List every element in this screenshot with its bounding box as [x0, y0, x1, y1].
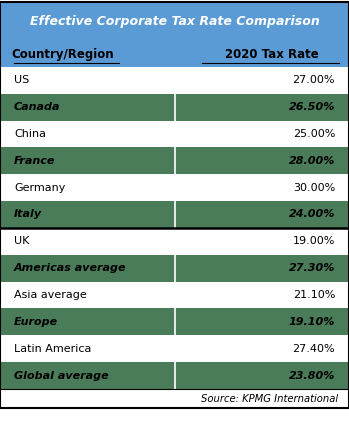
Bar [174, 308, 349, 335]
Bar [0, 174, 349, 201]
Bar [0, 335, 349, 362]
Bar [0, 201, 174, 228]
Text: 23.80%: 23.80% [289, 371, 335, 380]
Bar [0, 362, 174, 389]
Text: China: China [14, 129, 46, 139]
Text: 27.30%: 27.30% [289, 263, 335, 273]
Text: Latin America: Latin America [14, 344, 91, 354]
Bar [0, 2, 349, 41]
Text: 19.10%: 19.10% [289, 317, 335, 327]
Bar [0, 67, 349, 94]
Text: US: US [14, 75, 29, 85]
Text: France: France [14, 156, 55, 166]
Text: 28.00%: 28.00% [289, 156, 335, 166]
Text: Global average: Global average [14, 371, 109, 380]
Text: Asia average: Asia average [14, 290, 87, 300]
Text: 27.40%: 27.40% [292, 344, 335, 354]
Bar [0, 228, 349, 255]
Bar [0, 255, 174, 282]
Text: 2020 Tax Rate: 2020 Tax Rate [225, 48, 319, 60]
Bar [0, 41, 349, 67]
Text: 30.00%: 30.00% [293, 183, 335, 193]
Text: UK: UK [14, 236, 29, 246]
Bar [0, 308, 174, 335]
Text: Canada: Canada [14, 102, 60, 112]
Text: 24.00%: 24.00% [289, 210, 335, 219]
Bar [174, 362, 349, 389]
Bar [0, 94, 174, 121]
Text: Effective Corporate Tax Rate Comparison: Effective Corporate Tax Rate Comparison [30, 15, 319, 28]
Text: Germany: Germany [14, 183, 65, 193]
Bar [0, 121, 349, 147]
Bar [174, 255, 349, 282]
Text: 25.00%: 25.00% [293, 129, 335, 139]
Bar [174, 201, 349, 228]
Text: 19.00%: 19.00% [293, 236, 335, 246]
Text: 21.10%: 21.10% [293, 290, 335, 300]
Text: Americas average: Americas average [14, 263, 126, 273]
Bar [174, 94, 349, 121]
Text: 27.00%: 27.00% [292, 75, 335, 85]
Bar [0, 282, 349, 308]
Text: Source: KPMG International: Source: KPMG International [201, 394, 339, 403]
Bar [0, 147, 174, 174]
Text: 26.50%: 26.50% [289, 102, 335, 112]
Text: Country/Region: Country/Region [12, 48, 114, 60]
Text: Italy: Italy [14, 210, 42, 219]
Bar [174, 147, 349, 174]
Text: Europe: Europe [14, 317, 58, 327]
